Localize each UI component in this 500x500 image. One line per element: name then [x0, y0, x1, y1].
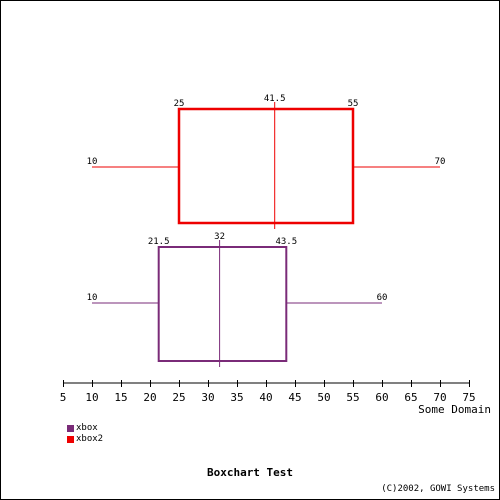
legend-label-xbox: xbox — [76, 423, 98, 433]
box-xbox — [157, 246, 288, 362]
label-max-xbox2: 70 — [435, 157, 446, 167]
label-median-xbox: 32 — [214, 232, 225, 242]
legend-label-xbox2: xbox2 — [76, 434, 104, 444]
x-tick-label-15: 15 — [114, 391, 127, 404]
label-q1-xbox2: 25 — [174, 99, 185, 109]
label-max-xbox: 60 — [377, 293, 388, 303]
x-tick-label-30: 30 — [201, 391, 214, 404]
chart-title: Boxchart Test — [206, 466, 294, 479]
x-tick-label-60: 60 — [375, 391, 388, 404]
legend: xbox xbox2 — [67, 423, 103, 445]
x-tick-label-55: 55 — [346, 391, 359, 404]
box-xbox2 — [177, 107, 355, 225]
label-q1-xbox: 21.5 — [148, 237, 170, 247]
x-tick-label-5: 5 — [60, 391, 67, 404]
x-axis-label: Some Domain — [418, 403, 491, 416]
legend-swatch-xbox — [67, 425, 74, 432]
legend-item-xbox2: xbox2 — [67, 434, 103, 445]
x-tick-label-50: 50 — [317, 391, 330, 404]
x-tick-label-10: 10 — [85, 391, 98, 404]
legend-item-xbox: xbox — [67, 423, 103, 434]
x-tick-label-75: 75 — [462, 391, 475, 404]
label-q3-xbox2: 55 — [348, 99, 359, 109]
label-min-xbox: 10 — [87, 293, 98, 303]
x-tick-label-20: 20 — [143, 391, 156, 404]
x-tick-label-45: 45 — [288, 391, 301, 404]
label-median-xbox2: 41.5 — [264, 94, 286, 104]
legend-swatch-xbox2 — [67, 436, 74, 443]
x-tick-label-65: 65 — [404, 391, 417, 404]
copyright-footer: (C)2002, GOWI Systems — [381, 484, 495, 494]
x-tick-label-40: 40 — [259, 391, 272, 404]
x-tick-label-25: 25 — [172, 391, 185, 404]
label-min-xbox2: 10 — [87, 157, 98, 167]
label-q3-xbox: 43.5 — [275, 237, 297, 247]
x-tick-label-70: 70 — [433, 391, 446, 404]
x-tick-label-35: 35 — [230, 391, 243, 404]
